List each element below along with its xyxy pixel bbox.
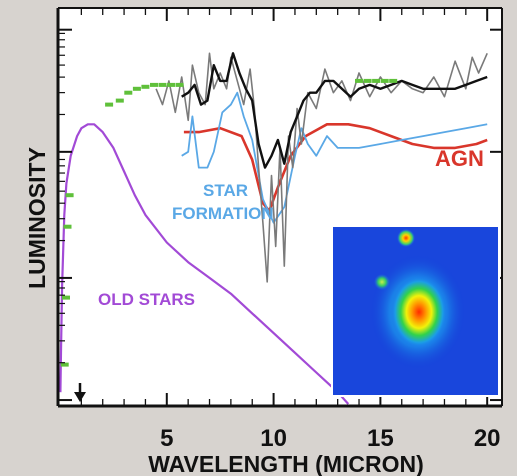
photometry-point: [132, 86, 141, 91]
series-layer: [59, 52, 488, 405]
x-tick-label: 20: [474, 425, 501, 452]
photometry-point: [141, 84, 150, 89]
series-line-sf: [181, 91, 488, 224]
series-line-obs: [155, 52, 488, 283]
series-line-old: [59, 123, 350, 405]
photometry-point: [175, 82, 184, 87]
tick-layer: 5 10 15 20: [58, 8, 502, 452]
y-axis-title: LUMINOSITY: [24, 147, 50, 289]
x-tick-label: 15: [367, 425, 394, 452]
photometry-point: [158, 82, 167, 87]
series-line-total: [181, 52, 488, 169]
photometry-point: [150, 82, 158, 87]
photometry-point: [380, 78, 389, 83]
series-line-agn: [183, 123, 488, 213]
x-tick-label: 10: [260, 425, 287, 452]
photometry-point: [63, 224, 72, 229]
upper-limit-arrow: [74, 383, 86, 402]
photometry-point: [389, 78, 398, 83]
old-stars-label: OLD STARS: [98, 290, 195, 309]
photometry-point: [363, 78, 372, 83]
photometry-point: [60, 362, 69, 367]
photometry-point: [167, 82, 176, 87]
photometry-point: [115, 98, 124, 103]
photometry-point: [355, 78, 363, 83]
x-axis-title: WAVELENGTH (MICRON): [148, 451, 424, 476]
photometry-layer: [60, 78, 398, 367]
photometry-point: [105, 102, 114, 107]
photometry-point: [62, 295, 70, 300]
star-formation-label-line2: FORMATION: [172, 204, 274, 223]
agn-label: AGN: [435, 146, 484, 171]
x-tick-label: 5: [160, 425, 173, 452]
star-formation-label-line1: STAR: [203, 181, 248, 200]
photometry-point: [372, 78, 381, 83]
galaxy-inset-image: [331, 225, 500, 397]
plot-frame: [56, 7, 503, 408]
photometry-point: [124, 90, 133, 95]
photometry-point: [65, 193, 74, 198]
